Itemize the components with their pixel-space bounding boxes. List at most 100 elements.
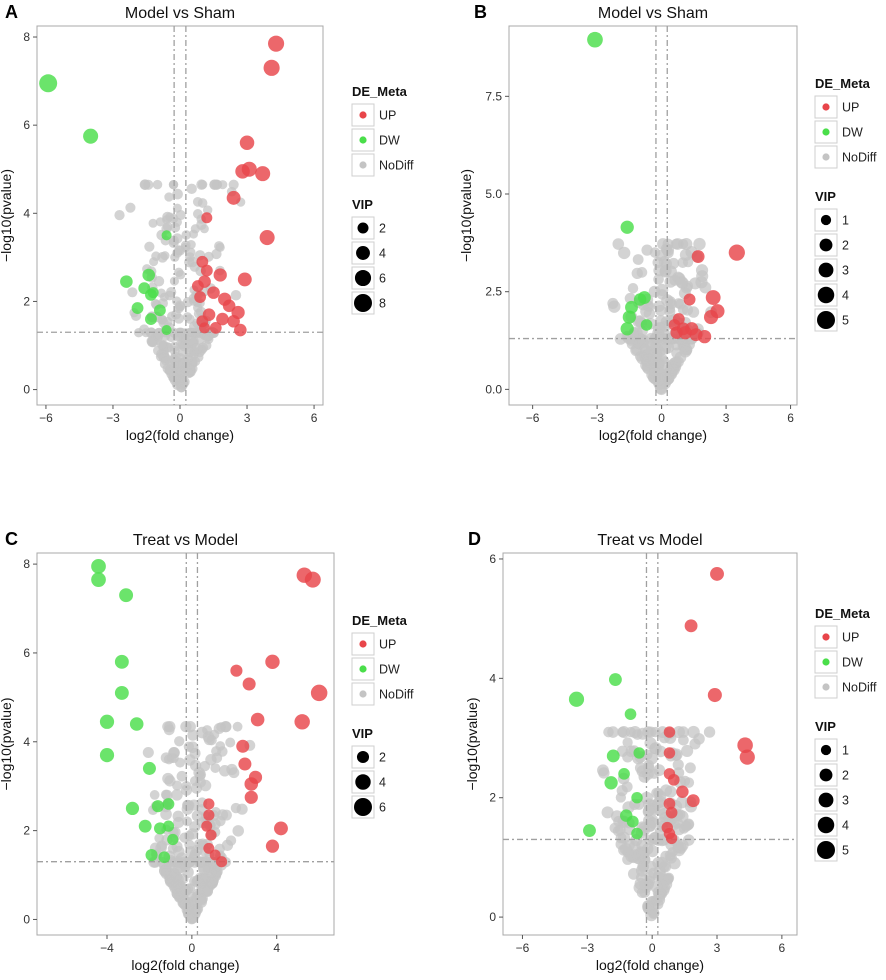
point-nodiff (174, 245, 184, 255)
legend-swatch-up (822, 633, 830, 641)
legend-label-up: UP (379, 638, 396, 652)
x-axis-label: log2(fold change) (596, 957, 704, 973)
legend-label-nodiff: NoDiff (379, 688, 414, 702)
point-nodiff (225, 737, 236, 748)
vip-swatch (818, 262, 834, 278)
point-nodiff (181, 230, 192, 240)
legend-swatch-up (822, 103, 830, 111)
point-nodiff (672, 356, 684, 368)
point-nodiff (663, 872, 675, 884)
point-up (667, 773, 680, 786)
vip-swatch (355, 774, 371, 790)
point-up (239, 135, 255, 151)
y-tick-label: 2.5 (485, 285, 502, 299)
point-nodiff (184, 720, 196, 733)
point-nodiff (158, 340, 169, 351)
point-nodiff (172, 816, 185, 829)
y-axis-label: −log10(pvalue) (464, 697, 480, 790)
point-up (265, 654, 280, 670)
point-dw (114, 654, 129, 669)
point-nodiff (678, 734, 689, 746)
point-nodiff (652, 327, 664, 339)
point-nodiff (139, 324, 150, 335)
point-nodiff (169, 341, 180, 352)
x-tick-label: 0 (649, 941, 656, 955)
point-up (663, 747, 676, 759)
point-nodiff (125, 202, 136, 213)
point-nodiff (646, 817, 659, 829)
point-nodiff (612, 238, 625, 250)
point-nodiff (703, 726, 716, 738)
point-nodiff (687, 306, 700, 318)
point-up (207, 286, 220, 299)
point-nodiff (232, 721, 243, 732)
point-nodiff (166, 871, 177, 881)
point-up (663, 726, 676, 738)
point-up (238, 757, 252, 771)
point-nodiff (172, 780, 183, 791)
point-nodiff (149, 257, 159, 267)
vip-label: 6 (379, 801, 386, 815)
point-nodiff (209, 179, 220, 190)
vip-label: 1 (842, 214, 849, 228)
point-nodiff (175, 269, 186, 280)
point-dw (120, 275, 133, 288)
point-nodiff (170, 351, 181, 363)
x-tick-label: −3 (590, 411, 604, 425)
chart-title: Model vs Sham (125, 5, 235, 22)
y-axis-label: −log10(pvalue) (0, 697, 14, 790)
point-nodiff (639, 343, 652, 355)
point-up (237, 272, 252, 287)
point-nodiff (672, 759, 684, 771)
point-dw (161, 325, 172, 336)
point-nodiff (146, 336, 157, 347)
point-nodiff (198, 885, 211, 897)
point-dw (633, 293, 647, 306)
x-tick-label: −6 (526, 411, 540, 425)
vip-label: 2 (842, 769, 849, 783)
panel-letter: B (474, 2, 487, 22)
point-nodiff (183, 899, 195, 912)
point-dw (119, 588, 134, 603)
point-nodiff (140, 179, 151, 190)
point-up (691, 250, 705, 263)
point-dw (83, 128, 99, 144)
point-nodiff (114, 209, 125, 221)
point-up (294, 714, 310, 730)
point-nodiff (199, 224, 209, 234)
point-dw (39, 74, 58, 93)
point-nodiff (638, 861, 649, 872)
y-tick-label: 2 (23, 294, 30, 308)
x-tick-label: −6 (516, 941, 530, 955)
point-nodiff (190, 224, 201, 234)
point-nodiff (633, 848, 645, 860)
point-nodiff (196, 179, 207, 190)
legend-label-up: UP (842, 631, 859, 645)
point-up (310, 684, 328, 702)
x-tick-label: 3 (723, 411, 730, 425)
point-up (203, 809, 215, 821)
y-tick-label: 5.0 (485, 187, 502, 201)
point-nodiff (186, 239, 196, 250)
panel-C: −4 0 4 0 2 4 6 8 Treat vs Model log2(fold change)… (0, 529, 414, 973)
chart-title: Model vs Sham (598, 5, 708, 22)
point-up (235, 164, 250, 179)
y-tick-label: 0 (23, 912, 30, 926)
panel-D: −6 −3 0 3 6 0 2 4 6 Treat vs Model log2(fold chang… (464, 529, 877, 973)
point-dw (620, 322, 634, 336)
point-dw (162, 820, 175, 832)
vip-label: 3 (842, 264, 849, 278)
point-nodiff (617, 246, 631, 260)
point-nodiff (144, 241, 155, 252)
point-nodiff (192, 209, 203, 219)
point-nodiff (162, 316, 173, 327)
x-tick-label: −6 (39, 411, 53, 425)
legend-label-dw: DW (379, 663, 400, 677)
point-nodiff (185, 364, 196, 375)
vip-swatch (817, 841, 835, 859)
point-nodiff (211, 866, 223, 878)
legend-swatch-dw (822, 128, 830, 136)
point-nodiff (644, 737, 657, 750)
point-nodiff (127, 287, 138, 298)
vip-swatch (817, 816, 835, 834)
